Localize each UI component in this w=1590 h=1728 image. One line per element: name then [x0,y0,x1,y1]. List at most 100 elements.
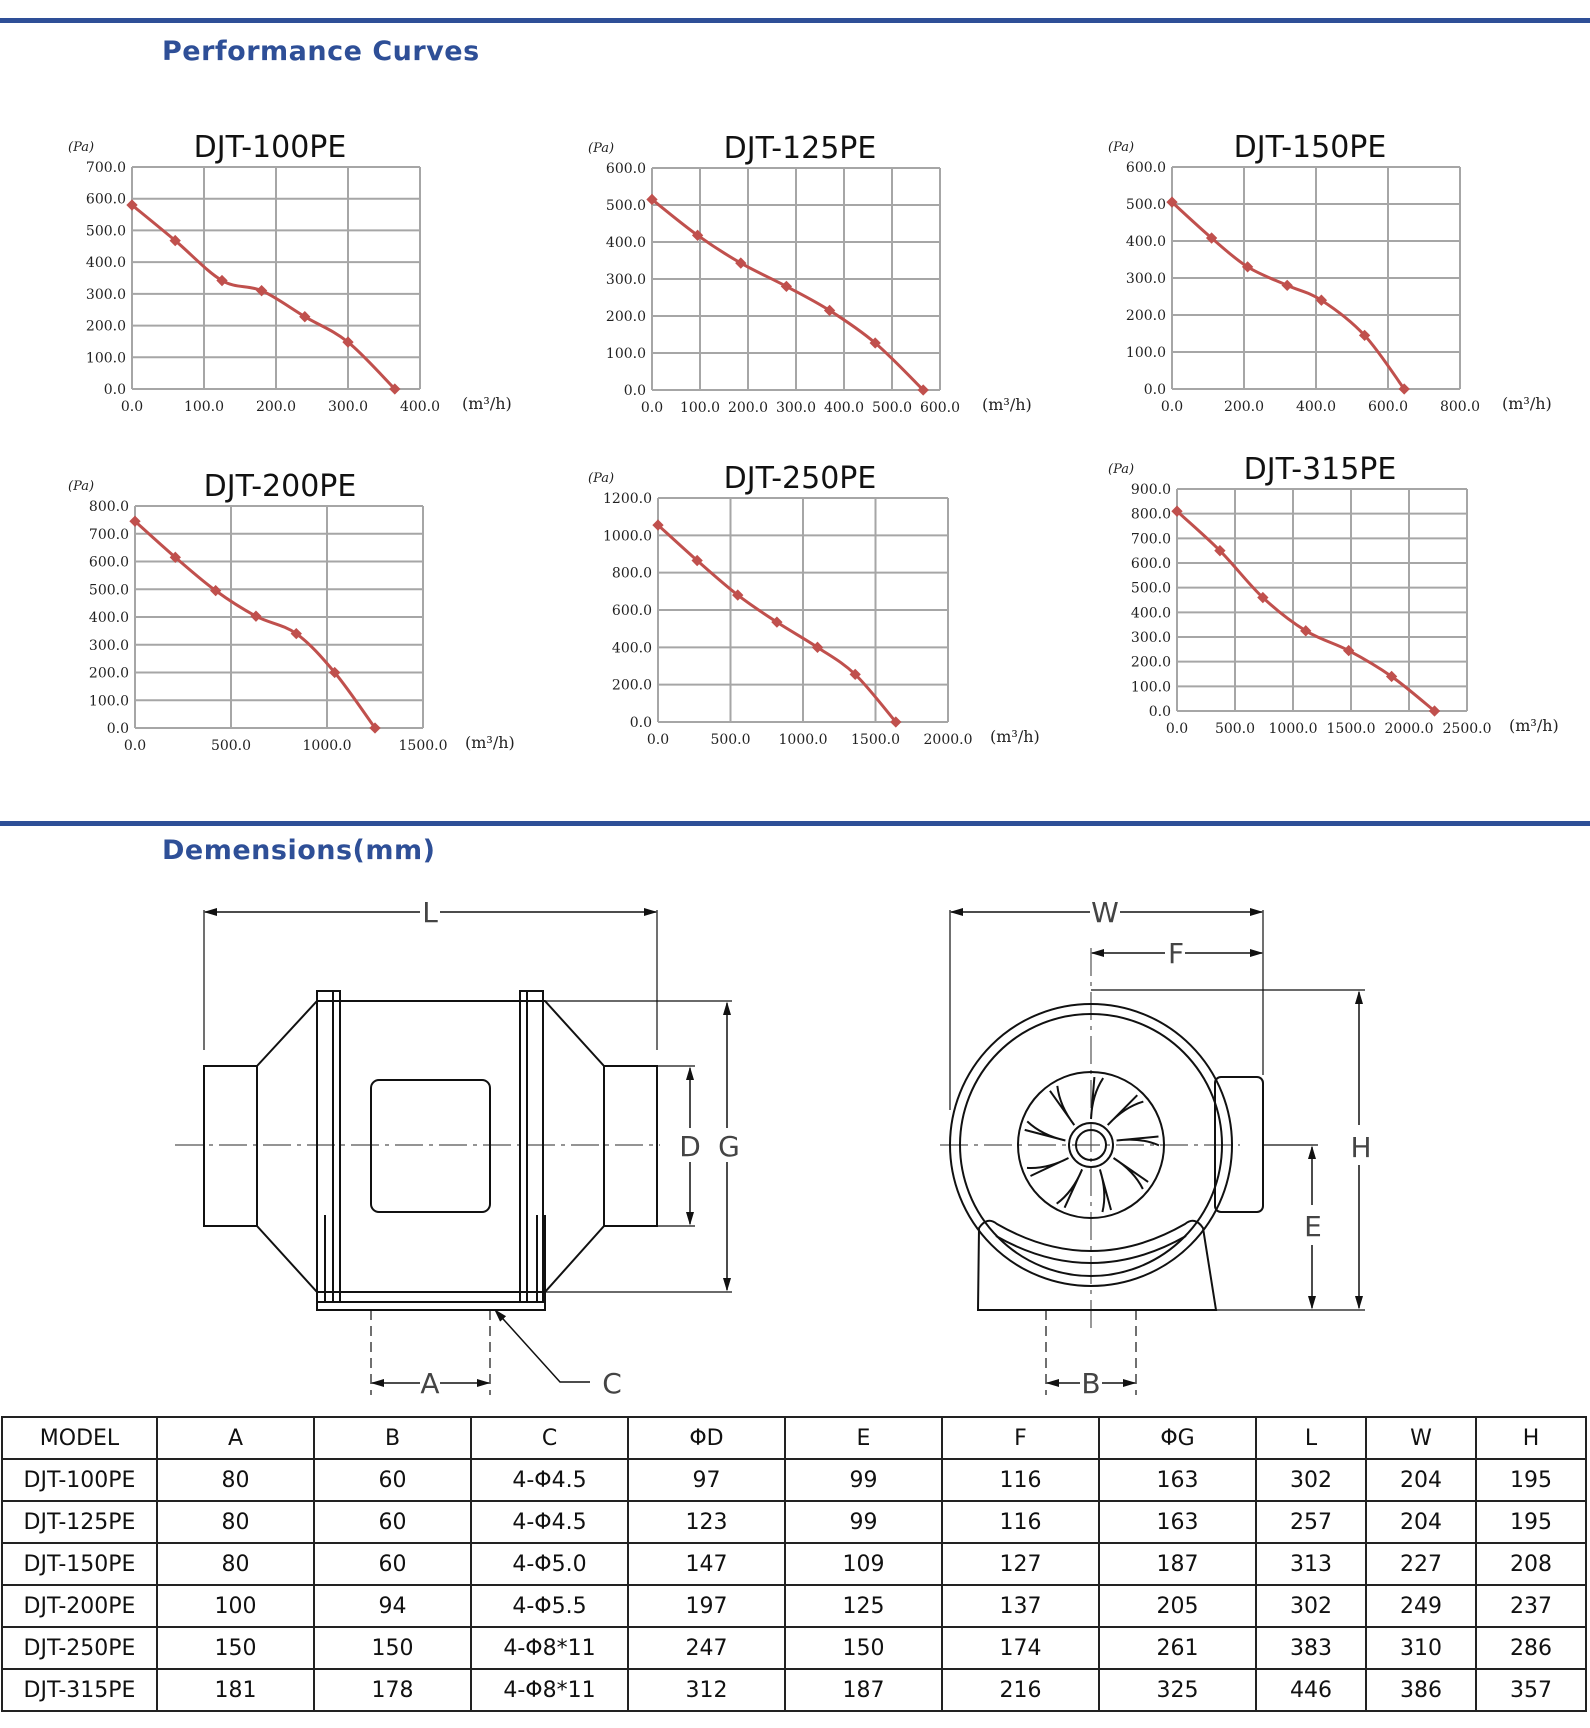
table-cell: 302 [1255,1584,1367,1628]
y-tick-label: 500.0 [89,582,129,598]
y-tick-label: 1000.0 [603,528,652,544]
chart-djt-200pe: DJT-200PE (Pa) 0.0 500.0 1000.0 1500.0 0.0 100.… [68,469,515,754]
dim-label-B: B [1081,1367,1100,1400]
data-point [329,666,341,679]
y-tick-label: 300.0 [86,287,126,303]
y-tick-label: 600.0 [1131,556,1171,572]
y-tick-label: 200.0 [89,666,129,682]
table-cell: 4-Φ4.5 [470,1500,629,1544]
y-tick-label: 1200.0 [603,491,652,507]
data-point [1343,644,1355,657]
table-cell: 286 [1475,1626,1587,1670]
table-cell: 116 [941,1500,1100,1544]
dim-label-C: C [602,1367,622,1400]
table-cell: 80 [156,1458,315,1502]
table-cell: 4-Φ8*11 [470,1626,629,1670]
x-tick-label: 500.0 [710,732,750,748]
table-cell: 147 [627,1542,786,1586]
table-cell: 302 [1255,1458,1367,1502]
table-cell: 150 [784,1626,943,1670]
y-tick-label: 300.0 [606,272,646,288]
middle-rule [0,821,1590,826]
table-cell: 313 [1255,1542,1367,1586]
y-tick-label: 700.0 [1131,531,1171,547]
table-row: DJT-100PE 80 60 4-Φ4.5 97 99 116 163 302 204 195 [1,1458,1587,1502]
y-tick-label: 400.0 [1131,605,1171,621]
chart-djt-125pe: DJT-125PE (Pa) 0.0 100.0 200.0 300.0 400.0 500.… [588,131,1032,416]
table-cell: 204 [1365,1500,1477,1544]
table-cell: 208 [1475,1542,1587,1586]
column-header: ΦD [627,1416,786,1460]
dim-label-D: D [679,1130,701,1163]
table-cell: 174 [941,1626,1100,1670]
impeller-blade [1116,1135,1160,1147]
y-tick-label: 200.0 [606,309,646,325]
y-tick-label: 100.0 [606,346,646,362]
x-tick-label: 2500.0 [1443,721,1492,737]
top-rule [0,18,1590,23]
data-point [290,627,302,640]
table-cell: 227 [1365,1542,1477,1586]
table-cell: DJT-100PE [1,1458,158,1502]
impeller-blade [1026,1157,1069,1177]
data-point [780,280,793,293]
y-tick-label: 600.0 [606,161,646,177]
y-tick-label: 0.0 [630,715,652,731]
x-tick-label: 0.0 [124,738,146,754]
y-tick-label: 100.0 [1131,679,1171,695]
table-cell: 116 [941,1458,1100,1502]
table-cell: 204 [1365,1458,1477,1502]
x-tick-label: 1000.0 [779,732,828,748]
x-tick-label: 600.0 [920,400,960,416]
y-axis-unit: (Pa) [588,471,614,486]
front-view [940,907,1365,1395]
chart-title: DJT-150PE [1234,130,1387,165]
dimension-drawing: L D G A C [175,896,1372,1400]
side-view [175,907,732,1395]
x-tick-label: 0.0 [647,732,669,748]
table-cell: 123 [627,1500,786,1544]
table-cell: 4-Φ8*11 [470,1668,629,1712]
column-header: MODEL [1,1416,158,1460]
right-flange [519,990,544,1303]
x-tick-label: 0.0 [1161,399,1183,415]
table-cell: 99 [784,1500,943,1544]
y-tick-label: 700.0 [86,160,126,176]
column-header: B [313,1416,472,1460]
y-tick-label: 400.0 [86,255,126,271]
data-point [823,304,836,317]
data-point [389,383,401,395]
y-tick-label: 0.0 [1144,382,1166,398]
y-axis-unit: (Pa) [588,141,614,156]
x-axis-unit: (m³/h) [982,395,1032,414]
hub-inner [1075,1129,1107,1161]
x-tick-label: 100.0 [184,399,224,415]
data-point [869,337,881,349]
data-point [1398,383,1410,395]
dim-label-W: W [1091,896,1119,929]
y-tick-label: 200.0 [86,319,126,335]
x-tick-label: 200.0 [256,399,296,415]
table-cell: 137 [941,1584,1100,1628]
x-tick-label: 1000.0 [1269,721,1318,737]
y-tick-label: 0.0 [624,383,646,399]
x-tick-label: 200.0 [1224,399,1264,415]
series-line [131,203,396,391]
y-tick-label: 300.0 [89,638,129,654]
x-tick-label: 1500.0 [399,738,448,754]
table-cell: 4-Φ5.0 [470,1542,629,1586]
series-line [651,198,925,392]
column-header: W [1365,1416,1477,1460]
hub-outer [1068,1122,1114,1168]
y-tick-label: 200.0 [612,678,652,694]
x-tick-label: 0.0 [121,399,143,415]
table-cell: 109 [784,1542,943,1586]
x-tick-label: 2000.0 [924,732,973,748]
data-point [169,234,181,247]
table-cell: 383 [1255,1626,1367,1670]
x-tick-label: 2000.0 [1385,721,1434,737]
data-point [890,716,902,728]
y-tick-label: 500.0 [606,198,646,214]
side-body [256,1000,605,1293]
impeller-blades [1024,1076,1160,1213]
